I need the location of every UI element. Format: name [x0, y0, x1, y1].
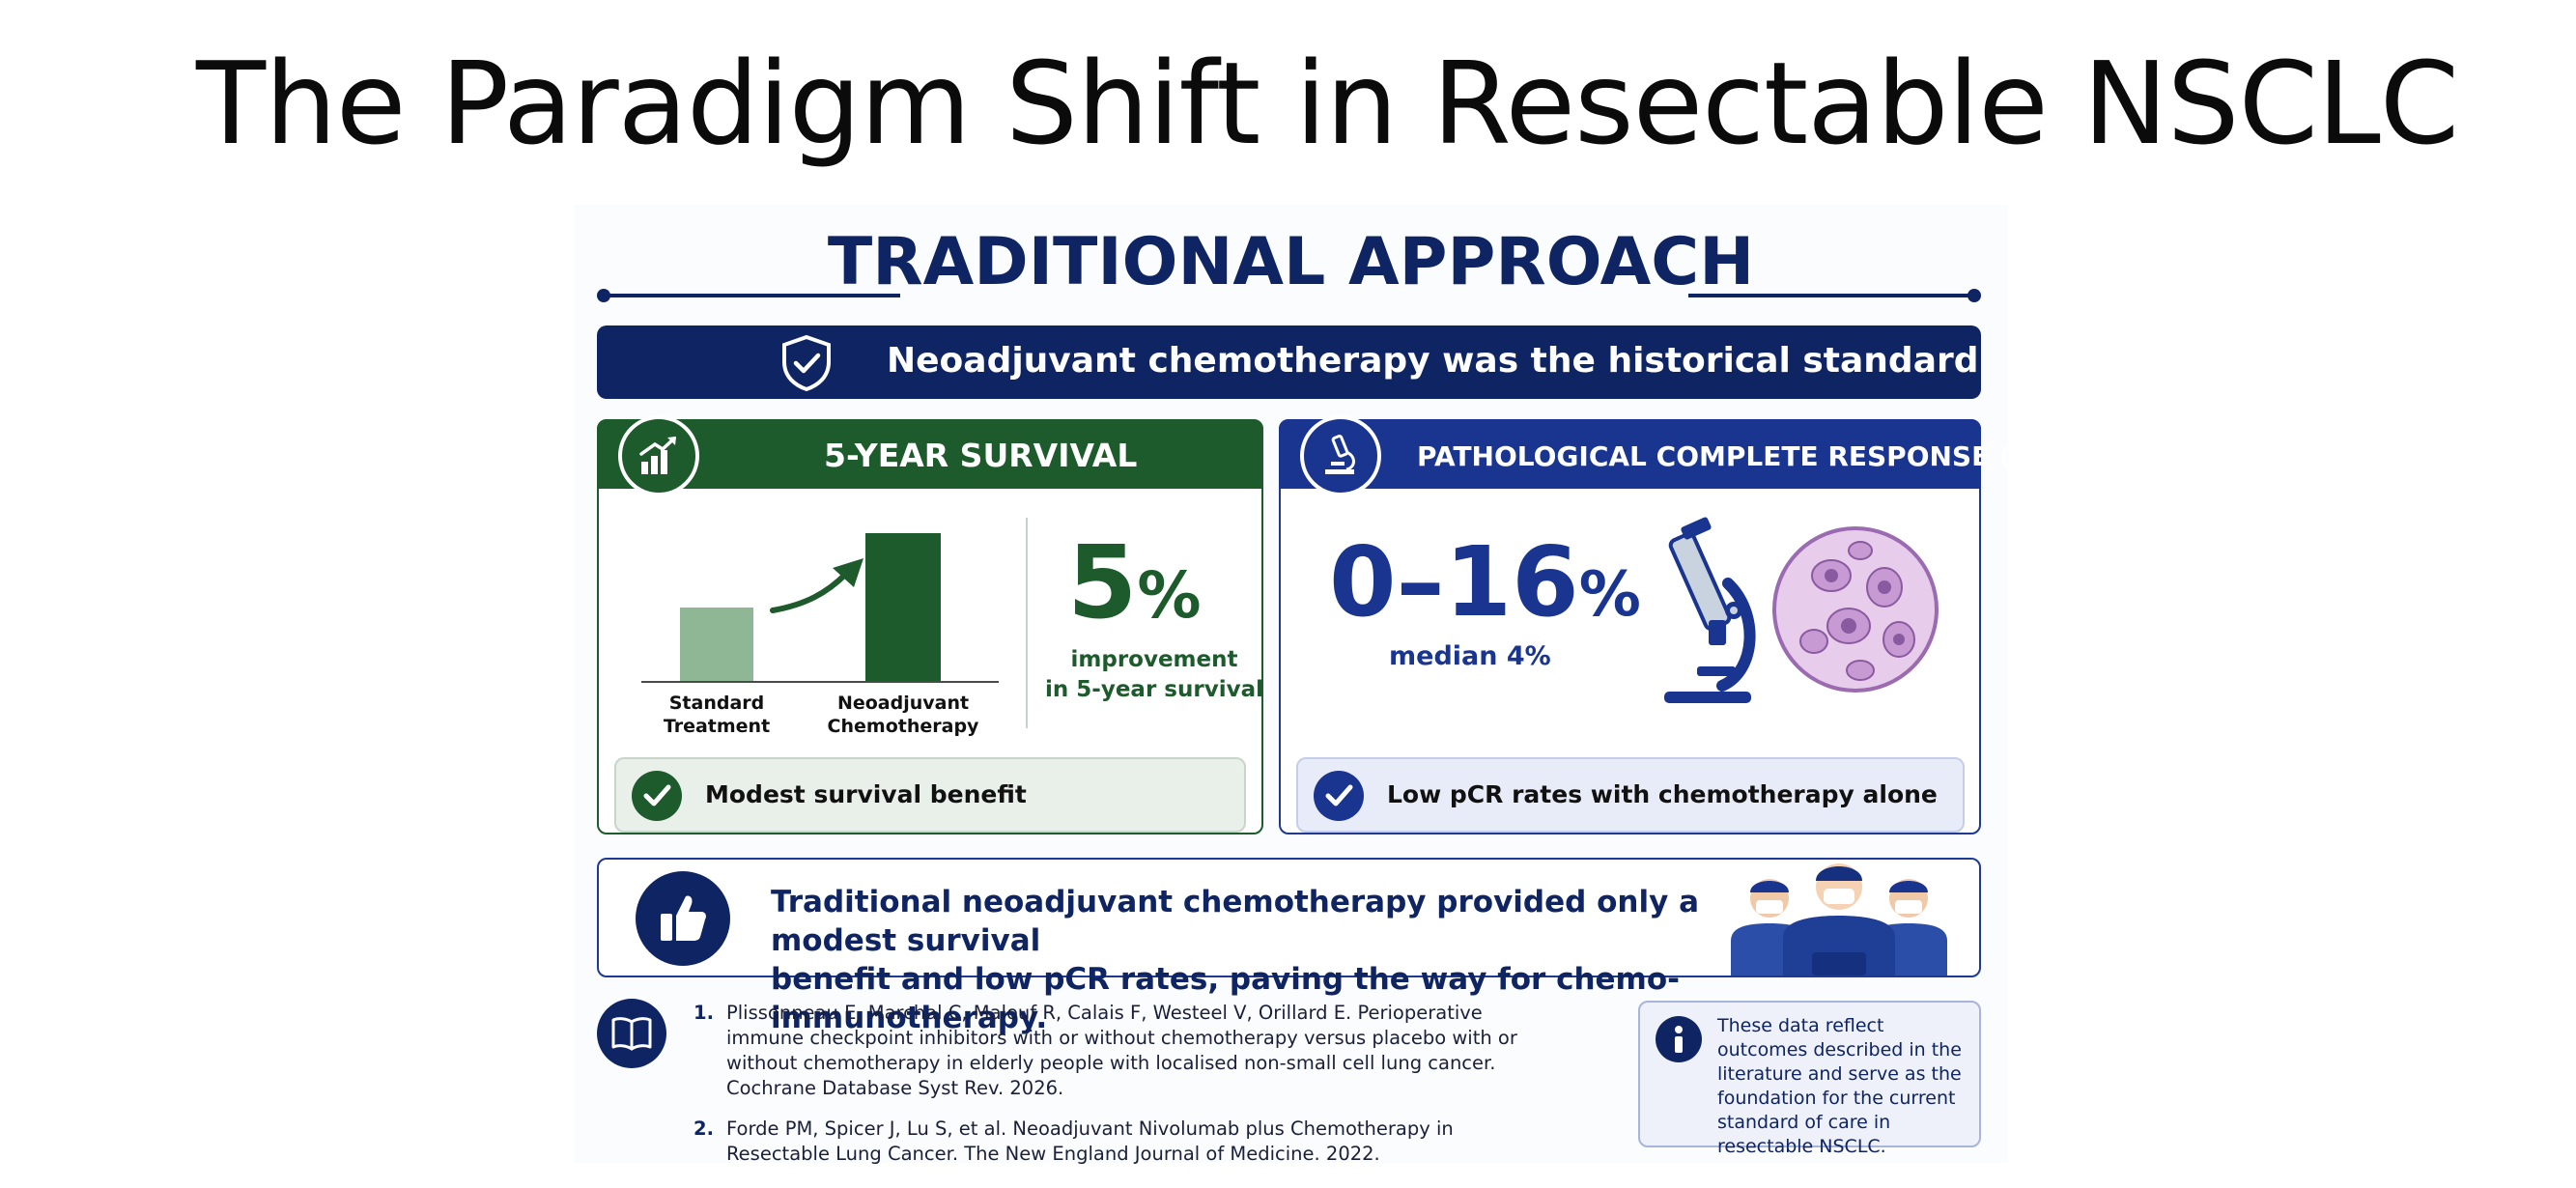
- reference-number: 2.: [694, 1117, 714, 1140]
- header-left-rule: [603, 294, 900, 297]
- book-icon: [597, 999, 666, 1068]
- survival-note: Modest survival benefit: [614, 757, 1246, 833]
- survival-card-header: 5-YEAR SURVIVAL: [597, 419, 1263, 489]
- takeaway-box: Traditional neoadjuvant chemotherapy pro…: [597, 858, 1981, 1035]
- cell-illustration: [1772, 526, 1939, 693]
- pcr-stat-caption: median 4%: [1389, 641, 1551, 671]
- survival-card: 5-YEAR SURVIVAL Standard Treatment Neoad…: [597, 415, 1263, 834]
- surgeons-illustration: [1731, 863, 1947, 976]
- takeaway-line2: benefit and low pCR rates, paving the wa…: [771, 962, 1681, 1035]
- survival-note-text: Modest survival benefit: [705, 780, 1027, 808]
- header-right-rule: [1688, 294, 1968, 297]
- pcr-note: Low pCR rates with chemotherapy alone: [1296, 757, 1965, 833]
- info-note-text: These data reflect outcomes described in…: [1717, 1015, 1962, 1157]
- header-right-dot: [1967, 289, 1981, 302]
- survival-stat: 5%: [1067, 523, 1202, 641]
- check-icon: [632, 771, 682, 821]
- survival-card-title: 5-YEAR SURVIVAL: [824, 437, 1138, 474]
- bar-standard-treatment: [680, 608, 753, 682]
- bar-label-neoadjuvant-1: Neoadjuvant: [837, 693, 969, 714]
- trend-arrow: [770, 571, 849, 613]
- pcr-stat-unit: %: [1578, 559, 1641, 631]
- survival-stat-caption: improvement in 5-year survival: [1038, 645, 1270, 705]
- slide-title: The Paradigm Shift in Resectable NSCLC: [196, 37, 2459, 170]
- infographic: TRADITIONAL APPROACH Neoadjuvant chemoth…: [574, 205, 2084, 1165]
- pcr-card: PATHOLOGICAL COMPLETE RESPONSE (pCR) 0–1…: [1279, 415, 2084, 834]
- reference-text: Forde PM, Spicer J, Lu S, et al. Neoadju…: [726, 1117, 1454, 1165]
- reference-item: 1. Plissonneau E, Marchal C, Malouf R, C…: [694, 1001, 1524, 1101]
- bar-label-neoadjuvant-2: Chemotherapy: [828, 716, 979, 737]
- banner-text: Neoadjuvant chemotherapy was the histori…: [887, 341, 1979, 381]
- references-list: 1. Plissonneau E, Marchal C, Malouf R, C…: [694, 1001, 1524, 1182]
- pcr-card-header: PATHOLOGICAL COMPLETE RESPONSE (pCR): [1279, 419, 2084, 489]
- bar-label-standard-1: Standard: [669, 693, 765, 714]
- survival-caption-line1: improvement: [1070, 647, 1238, 672]
- bar-label-standard-2: Treatment: [664, 716, 770, 737]
- info-icon: [1656, 1016, 1702, 1062]
- reference-number: 1.: [694, 1002, 714, 1024]
- pcr-stat-value: 0–16: [1329, 525, 1579, 638]
- pcr-stat: 0–16%: [1329, 525, 1641, 638]
- thumbs-up-icon: [636, 871, 730, 966]
- survival-stat-unit: %: [1137, 558, 1202, 633]
- takeaway-line1: Traditional neoadjuvant chemotherapy pro…: [771, 885, 1700, 958]
- microscope-illustration: [1664, 517, 1756, 703]
- check-icon: [1314, 771, 1364, 821]
- section-header: TRADITIONAL APPROACH: [827, 224, 1755, 300]
- reference-item: 2. Forde PM, Spicer J, Lu S, et al. Neoa…: [694, 1117, 1524, 1167]
- survival-caption-line2: in 5-year survival: [1045, 677, 1263, 702]
- survival-stat-value: 5: [1067, 523, 1138, 641]
- microscope-icon: [1300, 415, 1381, 496]
- stat-divider: [1026, 518, 1028, 728]
- takeaway-text: Traditional neoadjuvant chemotherapy pro…: [771, 883, 1737, 1037]
- reference-text: Plissonneau E, Marchal C, Malouf R, Cala…: [726, 1002, 1517, 1099]
- bar-neoadjuvant-chemotherapy: [865, 533, 941, 682]
- standard-banner: Neoadjuvant chemotherapy was the histori…: [597, 325, 1981, 399]
- pcr-card-title: PATHOLOGICAL COMPLETE RESPONSE (pCR): [1417, 440, 2084, 472]
- info-note-box: These data reflect outcomes described in…: [1638, 1001, 1981, 1157]
- growth-chart-icon: [618, 415, 699, 496]
- pcr-note-text: Low pCR rates with chemotherapy alone: [1387, 780, 1938, 808]
- survival-bar-chart: Standard Treatment Neoadjuvant Chemother…: [641, 533, 999, 737]
- shield-check-icon: [782, 334, 831, 392]
